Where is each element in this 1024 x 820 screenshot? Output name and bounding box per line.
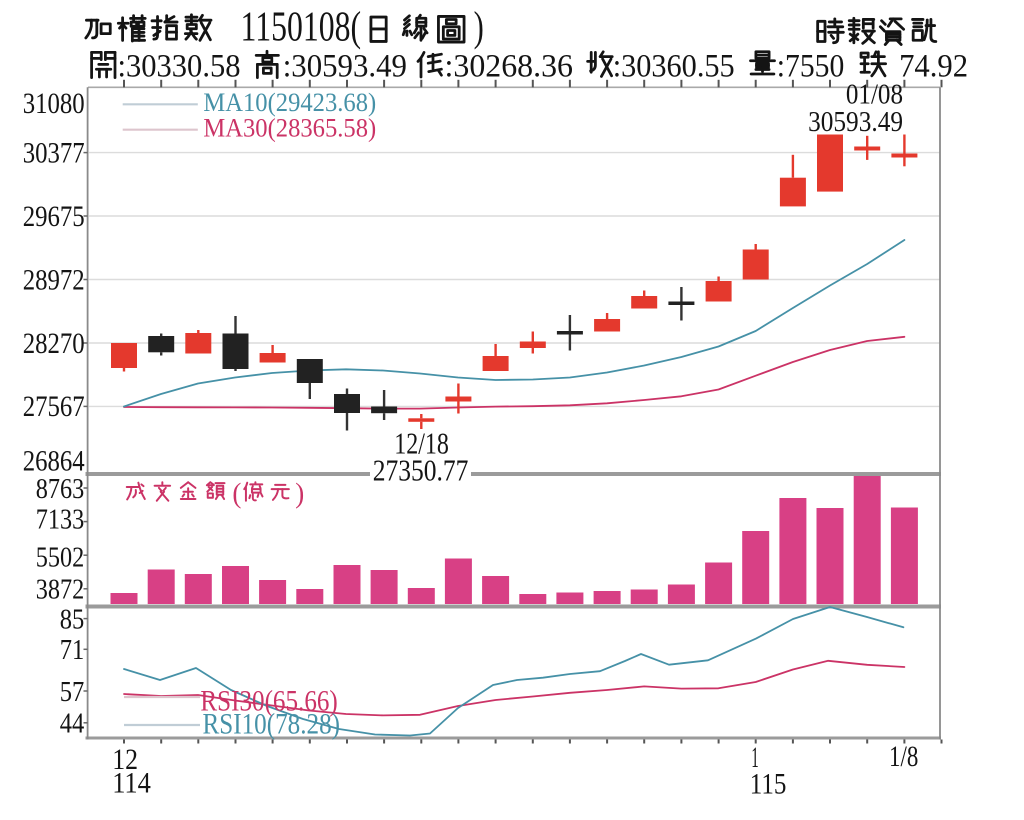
svg-text::30330.58: :30330.58 — [118, 49, 241, 85]
svg-text:(: ( — [232, 478, 241, 510]
svg-text:7133: 7133 — [36, 504, 85, 536]
svg-text::30593.49: :30593.49 — [283, 49, 407, 85]
svg-text:114: 114 — [112, 767, 151, 799]
svg-text:30377: 30377 — [23, 137, 85, 169]
svg-text:RSI10(78.28): RSI10(78.28) — [203, 708, 341, 741]
svg-text:12: 12 — [112, 744, 138, 776]
svg-text:1150108(: 1150108( — [241, 5, 362, 51]
svg-text:01/08: 01/08 — [846, 79, 903, 111]
svg-text:12/18: 12/18 — [394, 425, 449, 460]
svg-text::30268.36: :30268.36 — [445, 49, 574, 85]
svg-text:57: 57 — [60, 676, 85, 708]
svg-text:30593.49: 30593.49 — [808, 106, 903, 138]
svg-text::30360.55: :30360.55 — [613, 49, 735, 85]
svg-text:29675: 29675 — [23, 201, 85, 233]
svg-text:31080: 31080 — [23, 88, 85, 120]
svg-text:28270: 28270 — [23, 328, 85, 360]
svg-text:8763: 8763 — [36, 473, 85, 505]
svg-text:71: 71 — [60, 634, 85, 666]
svg-text::7550: :7550 — [777, 49, 845, 85]
svg-text:MA30(28365.58): MA30(28365.58) — [203, 113, 376, 142]
svg-text:26864: 26864 — [23, 445, 85, 477]
svg-text:): ) — [474, 5, 484, 51]
svg-text:85: 85 — [60, 603, 85, 635]
svg-text:27567: 27567 — [23, 391, 85, 423]
svg-text:): ) — [295, 478, 304, 510]
svg-text:3872: 3872 — [36, 574, 85, 606]
svg-text:115: 115 — [750, 769, 787, 801]
svg-text:27350.77: 27350.77 — [373, 453, 469, 488]
svg-text:1: 1 — [751, 742, 759, 774]
svg-text:44: 44 — [60, 708, 85, 740]
svg-text:5502: 5502 — [36, 542, 85, 574]
svg-text:1/8: 1/8 — [889, 741, 918, 773]
svg-text:74.92: 74.92 — [899, 49, 968, 85]
svg-text:MA10(29423.68): MA10(29423.68) — [203, 88, 376, 117]
svg-text:28972: 28972 — [23, 264, 85, 296]
svg-text:RSI30(65.66): RSI30(65.66) — [200, 685, 337, 718]
